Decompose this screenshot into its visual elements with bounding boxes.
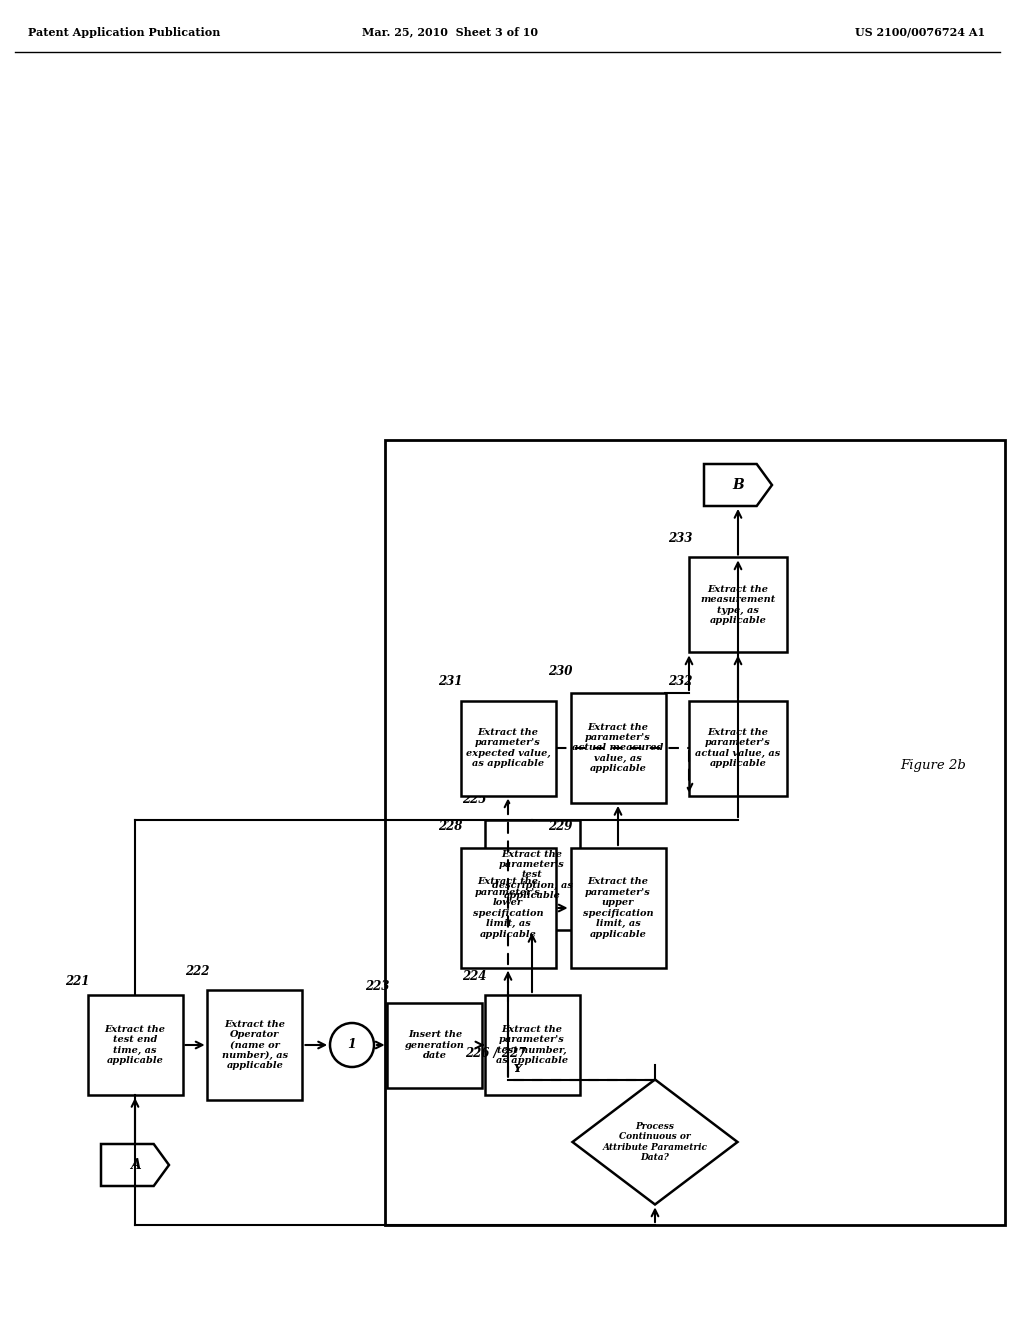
Text: 231: 231 [438, 675, 463, 688]
Text: Extract the
test end
time, as
applicable: Extract the test end time, as applicable [104, 1024, 166, 1065]
Text: A: A [130, 1158, 140, 1172]
Text: Extract the
parameter's
lower
specification
limit, as
applicable: Extract the parameter's lower specificat… [473, 878, 544, 939]
Text: Patent Application Publication: Patent Application Publication [28, 26, 220, 37]
Text: Y: Y [513, 1064, 521, 1074]
Text: 226 / 227: 226 / 227 [465, 1047, 526, 1060]
Bar [570, 847, 666, 968]
Text: 229: 229 [548, 820, 572, 833]
Text: 232: 232 [668, 675, 692, 688]
Bar [484, 995, 580, 1096]
Text: 223: 223 [365, 979, 389, 993]
Text: 225: 225 [462, 793, 486, 807]
Bar [208, 990, 302, 1100]
Polygon shape [572, 1080, 737, 1204]
Text: 222: 222 [185, 965, 209, 978]
Text: US 2100/0076724 A1: US 2100/0076724 A1 [855, 26, 985, 37]
Text: Insert the
generation
date: Insert the generation date [406, 1030, 465, 1060]
Bar [385, 440, 1005, 1225]
Bar [461, 847, 555, 968]
Text: Mar. 25, 2010  Sheet 3 of 10: Mar. 25, 2010 Sheet 3 of 10 [362, 26, 538, 37]
Text: 233: 233 [668, 532, 692, 545]
Text: Extract the
measurement
type, as
applicable: Extract the measurement type, as applica… [700, 585, 775, 626]
Text: 221: 221 [65, 975, 89, 987]
Text: 228: 228 [438, 820, 463, 833]
Text: Y: Y [513, 1064, 521, 1074]
Bar [87, 995, 182, 1096]
Bar [689, 701, 787, 796]
Text: Extract the
Operator
(name or
number), as
applicable: Extract the Operator (name or number), a… [222, 1019, 288, 1071]
Text: B: B [732, 478, 743, 492]
Text: 224: 224 [462, 970, 486, 983]
Text: Extract the
parameter's
expected value,
as applicable: Extract the parameter's expected value, … [466, 727, 550, 768]
Bar [461, 701, 555, 796]
Bar [570, 693, 666, 803]
Text: Figure 2b: Figure 2b [900, 759, 966, 771]
Bar [484, 820, 580, 931]
Polygon shape [705, 465, 772, 506]
Text: Extract the
parameter's
test
description, as
applicable: Extract the parameter's test description… [492, 850, 572, 900]
Text: 230: 230 [548, 665, 572, 678]
Polygon shape [101, 1144, 169, 1185]
Text: 1: 1 [347, 1039, 356, 1052]
Text: Process
Continuous or
Attribute Parametric
Data?: Process Continuous or Attribute Parametr… [602, 1122, 708, 1162]
Bar [689, 557, 787, 652]
Text: Extract the
parameter's
test number,
as applicable: Extract the parameter's test number, as … [496, 1024, 568, 1065]
Bar [387, 1002, 482, 1088]
Text: Extract the
parameter's
upper
specification
limit, as
applicable: Extract the parameter's upper specificat… [583, 878, 653, 939]
Text: Extract the
parameter's
actual value, as
applicable: Extract the parameter's actual value, as… [695, 727, 780, 768]
Circle shape [330, 1023, 374, 1067]
Text: Extract the
parameter's
actual measured
value, as
applicable: Extract the parameter's actual measured … [572, 722, 664, 774]
